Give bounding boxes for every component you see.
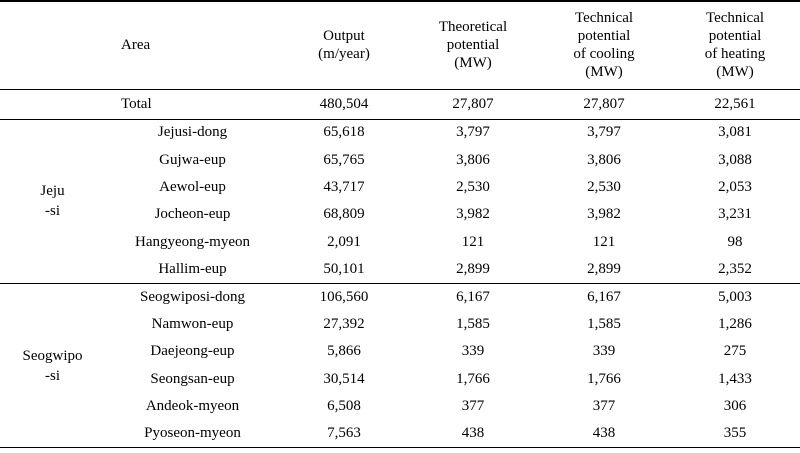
theoretical-value: 377	[461, 398, 485, 415]
total-cooling: 27,807	[583, 95, 625, 112]
region-label: Seogwipo -si	[22, 347, 83, 384]
output-value: 65,618	[323, 124, 365, 141]
table-row: Seongsan-eup 30,514 1,766 1,766 1,433	[0, 366, 800, 393]
area-name: Seogwiposi-dong	[140, 288, 245, 305]
cooling-value: 2,530	[587, 178, 621, 195]
heating-value: 3,088	[718, 151, 752, 168]
cooling-value: 339	[592, 343, 616, 360]
table-row: Hallim-eup 50,101 2,899 2,899 2,352	[0, 256, 800, 283]
total-label: Total	[121, 95, 152, 112]
cooling-value: 377	[592, 398, 616, 415]
output-value: 7,563	[327, 425, 361, 442]
heating-value: 5,003	[718, 288, 752, 305]
cooling-header: Technical potential of cooling (MW)	[573, 10, 635, 81]
heating-value: 98	[727, 233, 743, 250]
heating-value: 1,286	[718, 315, 752, 332]
area-name: Jocheon-eup	[154, 206, 231, 223]
theoretical-header: Theoretical potential (MW)	[438, 19, 508, 72]
table-row: Aewol-eup 43,717 2,530 2,530 2,053	[0, 174, 800, 201]
cooling-value: 438	[592, 425, 616, 442]
table-row: Seogwipo -si Seogwiposi-dong 106,560 6,167 6,…	[0, 283, 800, 384]
total-output: 480,504	[319, 95, 369, 112]
output-value: 5,866	[327, 343, 361, 360]
area-name: Hallim-eup	[158, 260, 227, 277]
table-row: Andeok-myeon 6,508 377 377 306	[0, 393, 800, 420]
output-value: 68,809	[323, 206, 365, 223]
area-header: Area	[121, 37, 151, 54]
table-row: Jeju -si Jejusi-dong 65,618 3,797 3,797 3,081	[0, 119, 800, 219]
total-row: Total 480,504 27,807 27,807 22,561	[0, 89, 800, 119]
region-label: Jeju -si	[40, 183, 65, 220]
output-value: 6,508	[327, 398, 361, 415]
cooling-value: 121	[592, 233, 616, 250]
cooling-value: 3,797	[587, 124, 621, 141]
theoretical-value: 438	[461, 425, 485, 442]
table-row: Namwon-eup 27,392 1,585 1,585 1,286	[0, 311, 800, 338]
output-value: 30,514	[323, 370, 365, 387]
output-value: 2,091	[327, 233, 361, 250]
heating-value: 3,081	[718, 124, 752, 141]
area-name: Aewol-eup	[159, 178, 226, 195]
total-heating: 22,561	[714, 95, 756, 112]
theoretical-value: 2,899	[456, 260, 490, 277]
table-row: Hangyeong-myeon 2,091 121 121 98	[0, 229, 800, 256]
cooling-value: 1,585	[587, 315, 621, 332]
table-row: Pyoseon-myeon 7,563 438 438 355	[0, 420, 800, 448]
area-name: Seongsan-eup	[150, 370, 235, 387]
cooling-value: 6,167	[587, 288, 621, 305]
area-name: Hangyeong-myeon	[135, 233, 250, 250]
cooling-value: 2,899	[587, 260, 621, 277]
heating-value: 355	[723, 425, 747, 442]
table-row: Jocheon-eup 68,809 3,982 3,982 3,231	[0, 201, 800, 228]
area-name: Gujwa-eup	[159, 151, 226, 168]
heating-header: Technical potential of heating (MW)	[704, 10, 766, 81]
theoretical-value: 121	[461, 233, 485, 250]
area-name: Daejeong-eup	[150, 343, 235, 360]
theoretical-value: 3,797	[456, 124, 490, 141]
area-name: Andeok-myeon	[145, 398, 240, 415]
heating-value: 1,433	[718, 370, 752, 387]
theoretical-value: 3,982	[456, 206, 490, 223]
output-value: 106,560	[319, 288, 369, 305]
output-value: 27,392	[323, 315, 365, 332]
heating-value: 2,053	[718, 178, 752, 195]
heating-value: 2,352	[718, 260, 752, 277]
theoretical-value: 3,806	[456, 151, 490, 168]
cooling-value: 3,806	[587, 151, 621, 168]
heating-value: 275	[723, 343, 747, 360]
output-header: Output (m/year)	[318, 28, 370, 63]
header-row: Area Output (m/year) Theoretical potenti…	[0, 1, 800, 89]
theoretical-value: 1,585	[456, 315, 490, 332]
area-name: Namwon-eup	[151, 315, 234, 332]
heating-value: 3,231	[718, 206, 752, 223]
output-value: 65,765	[323, 151, 365, 168]
theoretical-value: 1,766	[456, 370, 490, 387]
table-row: Gujwa-eup 65,765 3,806 3,806 3,088	[0, 146, 800, 173]
total-theoretical: 27,807	[452, 95, 494, 112]
theoretical-value: 6,167	[456, 288, 490, 305]
theoretical-value: 2,530	[456, 178, 490, 195]
area-name: Pyoseon-myeon	[144, 425, 241, 442]
output-value: 50,101	[323, 260, 365, 277]
theoretical-value: 339	[461, 343, 485, 360]
heating-value: 306	[723, 398, 747, 415]
table-row: Daejeong-eup 5,866 339 339 275	[0, 338, 800, 365]
cooling-value: 1,766	[587, 370, 621, 387]
output-value: 43,717	[323, 178, 365, 195]
area-name: Jejusi-dong	[157, 124, 228, 141]
cooling-value: 3,982	[587, 206, 621, 223]
